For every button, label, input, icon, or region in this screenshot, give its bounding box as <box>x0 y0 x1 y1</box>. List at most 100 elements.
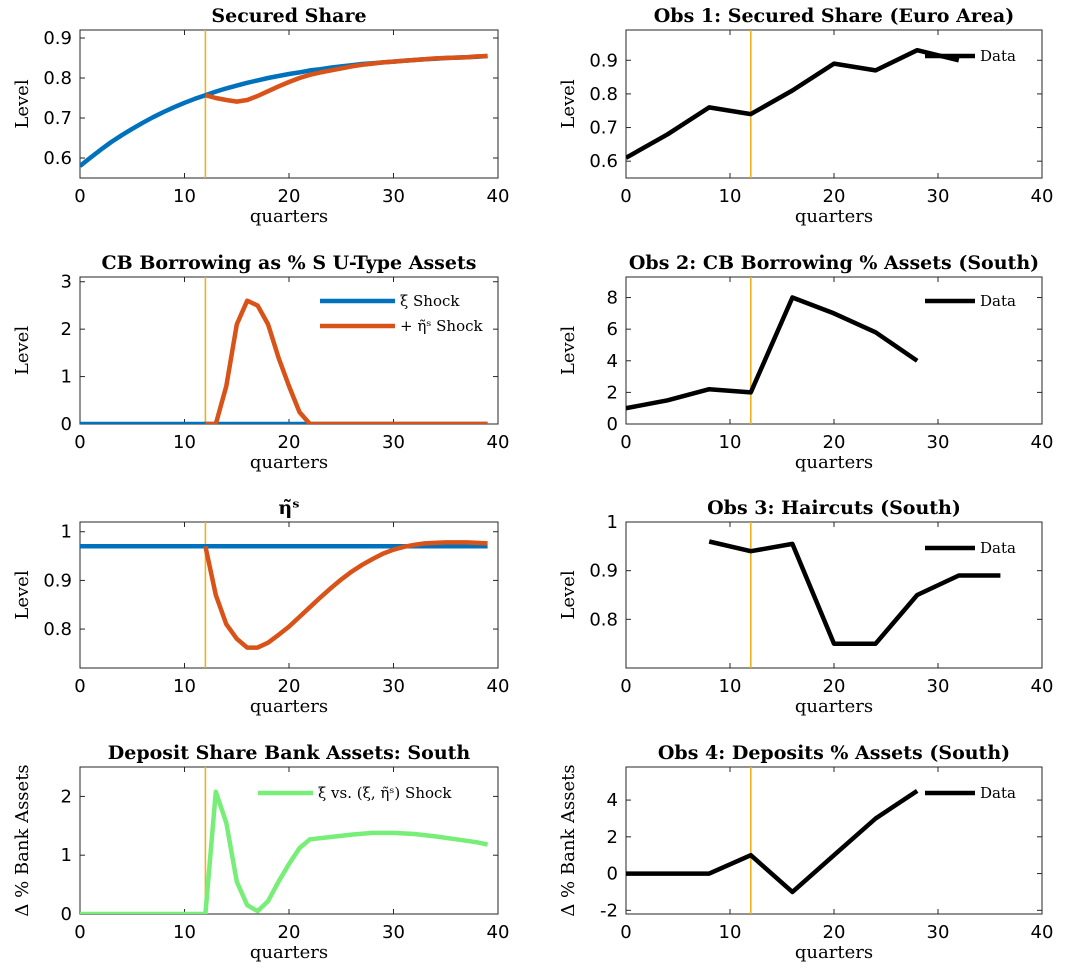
panel-title: CB Borrowing as % S U-Type Assets <box>102 252 477 274</box>
legend-label: Data <box>980 539 1016 557</box>
series-line-1 <box>708 539 1001 646</box>
x-tick-label: 30 <box>382 922 405 943</box>
y-tick-label: 0 <box>607 414 618 435</box>
series-line-1 <box>626 789 919 895</box>
x-axis-label: quarters <box>795 696 873 717</box>
x-tick-label: 30 <box>382 186 405 207</box>
x-tick-label: 20 <box>278 432 301 453</box>
panel-p2: Obs 1: Secured Share (Euro Area) 0 10 20 30 4… <box>558 5 1053 227</box>
panel-title: Obs 1: Secured Share (Euro Area) <box>654 5 1014 27</box>
y-tick-label: 0.9 <box>43 570 72 591</box>
series-line-2 <box>204 53 488 104</box>
x-axis-label: quarters <box>795 206 873 227</box>
panel-title: Obs 4: Deposits % Assets (South) <box>658 742 1010 764</box>
y-tick-label: 1 <box>61 367 72 388</box>
x-tick-label: 10 <box>719 186 742 207</box>
y-tick-label: 0.6 <box>589 151 618 172</box>
legend-label: + η̃ˢ Shock <box>400 317 484 335</box>
x-tick-label: 40 <box>487 432 510 453</box>
y-tick-label: 0.9 <box>589 561 618 582</box>
x-tick-label: 0 <box>620 432 631 453</box>
legend-label: ξ vs. (ξ, η̃ˢ) Shock <box>318 784 452 802</box>
y-axis-label: Δ % Bank Assets <box>558 764 579 916</box>
x-axis-label: quarters <box>795 452 873 473</box>
x-tick-label: 10 <box>719 676 742 697</box>
y-tick-label: 0 <box>61 414 72 435</box>
x-tick-label: 0 <box>74 186 85 207</box>
y-axis-label: Level <box>12 79 33 128</box>
legend-label: ξ Shock <box>400 292 460 310</box>
legend-label: Data <box>980 47 1016 65</box>
x-tick-label: 0 <box>74 432 85 453</box>
y-tick-label: 4 <box>607 790 618 811</box>
x-axis-label: quarters <box>250 696 328 717</box>
x-tick-label: 10 <box>173 186 196 207</box>
panel-title: Deposit Share Bank Assets: South <box>108 742 471 764</box>
x-tick-label: 20 <box>823 676 846 697</box>
legend-label: Data <box>980 784 1016 802</box>
y-axis-label: Level <box>558 326 579 375</box>
x-tick-label: 10 <box>173 922 196 943</box>
x-tick-label: 30 <box>927 432 950 453</box>
x-tick-label: 20 <box>278 186 301 207</box>
y-tick-label: 2 <box>61 319 72 340</box>
legend: ξ vs. (ξ, η̃ˢ) Shock <box>258 784 452 802</box>
y-tick-label: 2 <box>607 382 618 403</box>
legend-label: Data <box>980 292 1016 310</box>
x-tick-label: 40 <box>1031 676 1054 697</box>
y-tick-label: 0 <box>61 904 72 925</box>
x-tick-label: 20 <box>823 186 846 207</box>
y-tick-label: 0.6 <box>43 148 72 169</box>
x-tick-label: 0 <box>620 186 631 207</box>
series-line-1 <box>626 295 919 411</box>
y-tick-label: 0.7 <box>589 118 618 139</box>
x-tick-label: 20 <box>823 432 846 453</box>
y-tick-label: 8 <box>607 288 618 309</box>
y-tick-label: 0.8 <box>43 619 72 640</box>
x-tick-label: 30 <box>927 922 950 943</box>
x-tick-label: 40 <box>487 186 510 207</box>
panel-title: Obs 3: Haircuts (South) <box>707 497 961 519</box>
legend: Data <box>925 539 1016 557</box>
panel-p6: Obs 3: Haircuts (South) 0 10 20 30 40 0.8 0.9 1 q… <box>558 497 1053 717</box>
panel-p8: Obs 4: Deposits % Assets (South)0 10 20 30 4… <box>558 742 1053 963</box>
x-tick-label: 40 <box>1031 432 1054 453</box>
series-line-2 <box>203 540 488 650</box>
x-tick-label: 40 <box>1031 922 1054 943</box>
x-axis-label: quarters <box>250 206 328 227</box>
panel-p4: Obs 2: CB Borrowing % Assets (South) 0 10 2… <box>558 252 1053 473</box>
y-tick-label: 0.9 <box>589 50 618 71</box>
y-tick-label: -2 <box>600 900 618 921</box>
x-tick-label: 0 <box>74 676 85 697</box>
x-axis-label: quarters <box>250 452 328 473</box>
y-axis-label: Level <box>558 570 579 619</box>
x-tick-label: 0 <box>620 676 631 697</box>
x-tick-label: 20 <box>278 922 301 943</box>
axes-box <box>79 276 499 425</box>
x-tick-label: 40 <box>487 922 510 943</box>
x-tick-label: 40 <box>487 676 510 697</box>
panel-p1: Secured Share 0 10 20 30 40 0.6 0.7 0.8 0.9 quarte… <box>12 5 509 227</box>
x-tick-label: 0 <box>620 922 631 943</box>
panel-title: Obs 2: CB Borrowing % Assets (South) <box>629 252 1039 274</box>
x-tick-label: 20 <box>823 922 846 943</box>
axes-box <box>79 29 499 179</box>
legend: Data <box>925 784 1016 802</box>
y-axis-label: Level <box>12 326 33 375</box>
panel-p5: η̃ˢ 0 10 20 30 40 0.8 0.9 1 quarters Level <box>12 497 509 717</box>
y-tick-label: 3 <box>61 272 72 293</box>
y-tick-label: 6 <box>607 319 618 340</box>
x-tick-label: 30 <box>382 432 405 453</box>
y-tick-label: 0.8 <box>43 68 72 89</box>
panel-title: η̃ˢ <box>278 497 299 519</box>
x-tick-label: 10 <box>719 432 742 453</box>
x-tick-label: 10 <box>173 432 196 453</box>
y-axis-label: Level <box>12 570 33 619</box>
y-axis-label: Level <box>558 79 579 128</box>
x-tick-label: 10 <box>173 676 196 697</box>
x-axis-label: quarters <box>250 942 328 963</box>
y-tick-label: 4 <box>607 351 618 372</box>
x-tick-label: 30 <box>927 186 950 207</box>
y-tick-label: 1 <box>61 522 72 543</box>
